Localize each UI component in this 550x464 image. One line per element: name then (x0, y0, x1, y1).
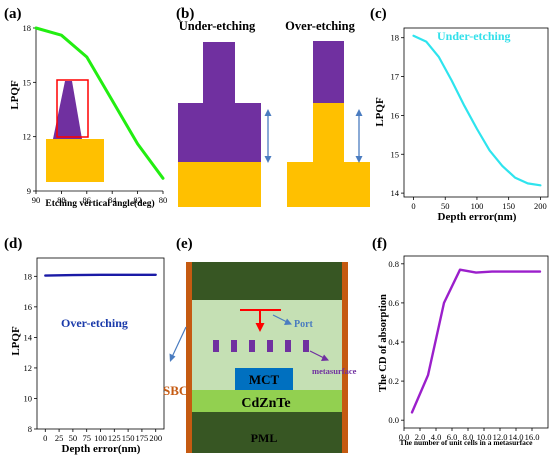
x-tick-label: 125 (108, 433, 121, 443)
over-etching-structure (287, 41, 370, 207)
y-tick-label: 14 (24, 332, 33, 342)
x-tick-label: 175 (136, 433, 149, 443)
y-tick-label: 16 (24, 302, 33, 312)
y-tick-label: 17 (391, 72, 400, 82)
y-tick-label: 10 (24, 393, 33, 403)
x-tick-label: 75 (82, 433, 91, 443)
over-pillar (313, 41, 344, 103)
panel-label-a: (a) (4, 6, 22, 22)
y-tick-label: 18 (23, 23, 32, 33)
x-tick-label: 50 (69, 433, 78, 443)
x-tick-label: 100 (94, 433, 107, 443)
metasurface-unit-cell (231, 340, 237, 352)
y-tick-label: 8 (28, 424, 32, 434)
panel-e: Port MCT CdZnTe metasurface SBC PML (163, 262, 357, 453)
axis-label-x-a: Etching vertical angle(deg) (45, 198, 154, 209)
metasurface-unit-cell (303, 340, 309, 352)
metasurface-unit-cell (285, 340, 291, 352)
mct-label: MCT (249, 372, 280, 387)
panel-label-c: (c) (370, 6, 387, 22)
under-substrate (178, 162, 261, 207)
axis-label-y-d: LPQF (10, 326, 22, 356)
metasurface-unit-cell (213, 340, 219, 352)
metasurface-unit-cell (249, 340, 255, 352)
pml-label: PML (251, 431, 278, 445)
sbc-label: SBC (163, 383, 188, 398)
inset-substrate (46, 139, 104, 182)
under-depth-arrow (265, 109, 272, 163)
axis-label-y-f: The CD of absorption (378, 294, 389, 392)
axis-label-y-a: LPQF (9, 80, 21, 110)
x-tick-label: 80 (159, 195, 168, 205)
cdznte-label: CdZnTe (241, 396, 290, 411)
port-label: Port (294, 319, 314, 330)
series-line-c (414, 36, 541, 186)
y-tick-label: 14 (391, 188, 400, 198)
y-tick-label: 9 (27, 186, 31, 196)
over-depth-arrow (356, 109, 363, 163)
annotation-c: Under-etching (437, 29, 511, 43)
sbc-right-boundary (342, 262, 348, 453)
x-tick-label: 150 (122, 433, 135, 443)
y-tick-label: 0.2 (388, 376, 399, 386)
x-tick-label: 100 (471, 201, 484, 211)
axis-label-x-c: Depth error(nm) (438, 211, 517, 223)
over-substrate (287, 162, 370, 207)
plot-frame-d (37, 258, 164, 429)
metasurface-unit-cell (267, 340, 273, 352)
y-tick-label: 18 (391, 33, 400, 43)
panel-label-e: (e) (176, 236, 193, 252)
sbc-pointer-arrow (170, 327, 187, 362)
x-tick-label: 90 (32, 195, 41, 205)
under-etching-structure (178, 42, 261, 207)
panel-label-f: (f) (372, 236, 387, 252)
plot-frame-f (404, 256, 548, 428)
y-tick-label: 12 (24, 363, 33, 373)
x-tick-label: 0 (411, 201, 415, 211)
pml-top-layer (191, 262, 343, 300)
x-tick-label: 200 (534, 201, 547, 211)
panel-c: 0 50 100 150 200 14 15 16 17 18 Under-etching Dep… (374, 28, 548, 223)
y-tick-label: 16 (391, 110, 400, 120)
series-line-d (45, 275, 155, 276)
axis-label-y-c: LPQF (374, 97, 386, 127)
y-tick-label: 0.8 (388, 259, 399, 269)
y-tick-label: 18 (24, 271, 33, 281)
x-tick-label: 0 (43, 433, 47, 443)
metasurface-label: metasurface (312, 366, 357, 376)
y-tick-label: 15 (391, 149, 400, 159)
panel-label-d: (d) (4, 236, 22, 252)
annotation-d: Over-etching (61, 316, 128, 330)
y-tick-label: 15 (23, 77, 32, 87)
y-tick-label: 0.0 (388, 415, 399, 425)
x-tick-label: 25 (55, 433, 64, 443)
plot-frame-c (404, 28, 548, 197)
under-pillar (203, 42, 235, 103)
y-tick-label: 0.4 (388, 337, 399, 347)
under-residual-layer (178, 103, 261, 162)
sbc-left-boundary (186, 262, 192, 453)
y-tick-label: 0.6 (388, 298, 399, 308)
panel-b: Under-etching Over-etching (178, 19, 370, 207)
x-tick-label: 200 (149, 433, 162, 443)
series-line-f (412, 270, 540, 413)
over-etched-substrate (313, 103, 344, 162)
axis-label-x-d: Depth error(nm) (62, 443, 141, 455)
y-tick-label: 12 (23, 132, 32, 142)
x-tick-label: 150 (502, 201, 515, 211)
axis-label-x-f: The number of unit cells in a metasurfac… (400, 438, 534, 447)
x-tick-label: 50 (441, 201, 450, 211)
over-etching-title: Over-etching (285, 19, 355, 33)
under-etching-title: Under-etching (179, 19, 256, 33)
